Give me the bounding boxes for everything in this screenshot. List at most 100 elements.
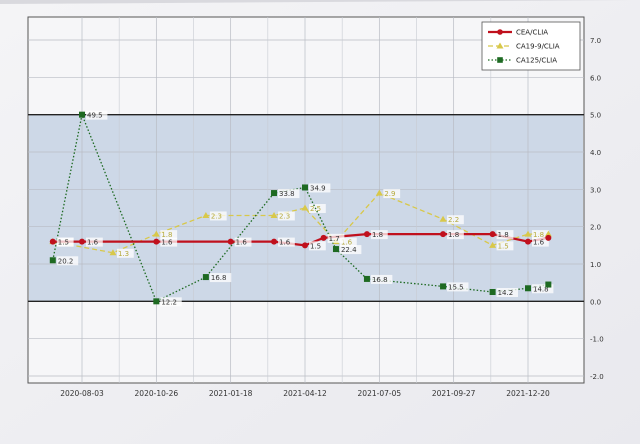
data-label: 1.6 xyxy=(236,239,248,247)
x-tick-label: 2021-07-05 xyxy=(358,389,402,398)
data-point-square xyxy=(202,274,209,281)
data-label: 33.8 xyxy=(279,190,295,198)
data-label: 12.2 xyxy=(161,298,177,306)
y-tick-label: 0.0 xyxy=(590,298,601,306)
x-axis-tick-labels: 2020-08-03 2020-10-26 2021-01-18 2021-04-12… xyxy=(60,389,550,398)
y-tick-label: 3.0 xyxy=(590,186,601,194)
legend-marker-square xyxy=(497,57,503,63)
data-label: 15.5 xyxy=(448,283,464,291)
data-label: 20.2 xyxy=(58,257,74,265)
y-tick-label: 2.0 xyxy=(590,224,601,232)
data-label-background xyxy=(278,189,300,199)
data-point-circle xyxy=(153,238,160,245)
series-ca19-9-clia: 1.61.31.82.32.32.51.62.92.21.51.8 xyxy=(49,189,552,258)
legend-label: CA125/CLIA xyxy=(516,57,557,65)
data-label: 1.6 xyxy=(341,239,353,247)
data-point-triangle xyxy=(375,189,383,196)
data-label: 2.3 xyxy=(211,212,222,220)
data-label: 1.8 xyxy=(498,231,509,239)
y-tick-label: 1.0 xyxy=(590,261,601,269)
data-label: 1.5 xyxy=(310,242,321,250)
data-label-background xyxy=(532,284,554,294)
x-tick-label: 2020-10-26 xyxy=(135,389,179,398)
data-label-background xyxy=(370,274,393,284)
y-axis-tick-labels: 7.0 6.0 5.0 4.0 3.0 2.0 1.0 0.0 -1.0 -2.0 xyxy=(590,37,604,381)
data-label-background xyxy=(532,230,549,240)
data-point-triangle xyxy=(202,211,210,218)
data-label-background xyxy=(496,241,514,251)
data-label-background xyxy=(447,282,469,292)
data-point-circle xyxy=(440,231,447,238)
data-label: 1.7 xyxy=(329,235,340,243)
data-label: 34.9 xyxy=(310,184,326,192)
data-label: 49.5 xyxy=(87,112,103,120)
y-tick-label: -2.0 xyxy=(590,373,604,381)
data-label: 1.5 xyxy=(498,242,509,250)
data-point-circle xyxy=(489,231,496,238)
data-point-circle xyxy=(320,234,327,241)
data-label-background xyxy=(86,110,108,120)
data-label: 16.8 xyxy=(372,276,388,284)
data-label-background xyxy=(209,273,232,283)
data-label-background xyxy=(309,183,331,193)
data-point-circle xyxy=(227,238,234,245)
legend-label: CEA/CLIA xyxy=(516,29,548,37)
data-point-square xyxy=(153,298,160,305)
x-tick-label: 2021-09-27 xyxy=(432,389,476,398)
data-label: 22.4 xyxy=(341,246,357,254)
data-label: 1.6 xyxy=(161,239,173,247)
series-cea-clia: 1.5 1.6 1.6 1.6 1.6 1.51.7 1.8 1.8 1.81.6 xyxy=(49,230,552,251)
y-tick-label: 6.0 xyxy=(590,74,601,82)
data-label-background xyxy=(86,237,103,247)
legend: CEA/CLIA CA19-9/CLIA CA125/CLIA xyxy=(481,21,581,71)
data-label-background xyxy=(496,288,519,297)
y-tick-label: 4.0 xyxy=(590,149,601,157)
data-label-background xyxy=(278,211,295,221)
data-point-triangle xyxy=(301,204,309,211)
legend-marker-triangle xyxy=(496,42,504,49)
data-label-background xyxy=(327,233,345,243)
data-point-square xyxy=(271,190,278,197)
data-point-circle xyxy=(302,242,308,249)
data-point-square xyxy=(49,257,56,264)
x-tick-label: 2020-08-03 xyxy=(60,389,104,398)
data-label: 2.9 xyxy=(384,190,395,198)
data-point-circle xyxy=(363,231,370,238)
data-point-triangle xyxy=(524,230,532,237)
data-label-background xyxy=(370,230,388,240)
legend-marker-circle xyxy=(497,29,503,35)
y-tick-label: -1.0 xyxy=(590,336,604,344)
data-label-background xyxy=(309,241,326,251)
data-point-square xyxy=(302,184,308,191)
data-label-background xyxy=(160,230,178,240)
data-point-triangle xyxy=(544,230,552,237)
series-layer: 1.61.31.82.32.32.51.62.92.21.51.820.249.… xyxy=(49,110,554,307)
data-label: 14.2 xyxy=(498,289,514,297)
data-label-background xyxy=(234,237,252,247)
reference-lines xyxy=(28,114,584,302)
data-label-background xyxy=(383,189,401,199)
data-point-square xyxy=(363,275,370,282)
x-tick-label: 2021-01-18 xyxy=(209,389,253,398)
data-point-circle xyxy=(49,238,56,245)
data-label: 1.8 xyxy=(448,231,459,239)
data-label-background xyxy=(309,204,326,213)
data-label-background xyxy=(496,230,514,240)
data-label: 16.8 xyxy=(211,274,227,282)
data-label-background xyxy=(447,230,464,240)
data-point-square xyxy=(525,285,531,292)
data-label-background xyxy=(56,256,79,266)
data-label-background xyxy=(56,237,74,247)
data-point-square xyxy=(440,283,447,290)
data-point-triangle xyxy=(109,249,117,256)
data-point-square xyxy=(489,289,496,295)
data-point-circle xyxy=(79,238,85,245)
data-label: 1.8 xyxy=(372,231,383,239)
data-label: 14.8 xyxy=(533,285,549,293)
data-label-background xyxy=(447,215,464,225)
data-point-circle xyxy=(545,234,552,241)
data-label: 2.2 xyxy=(448,216,459,224)
data-label-background xyxy=(532,237,549,247)
data-point-circle xyxy=(525,238,531,245)
